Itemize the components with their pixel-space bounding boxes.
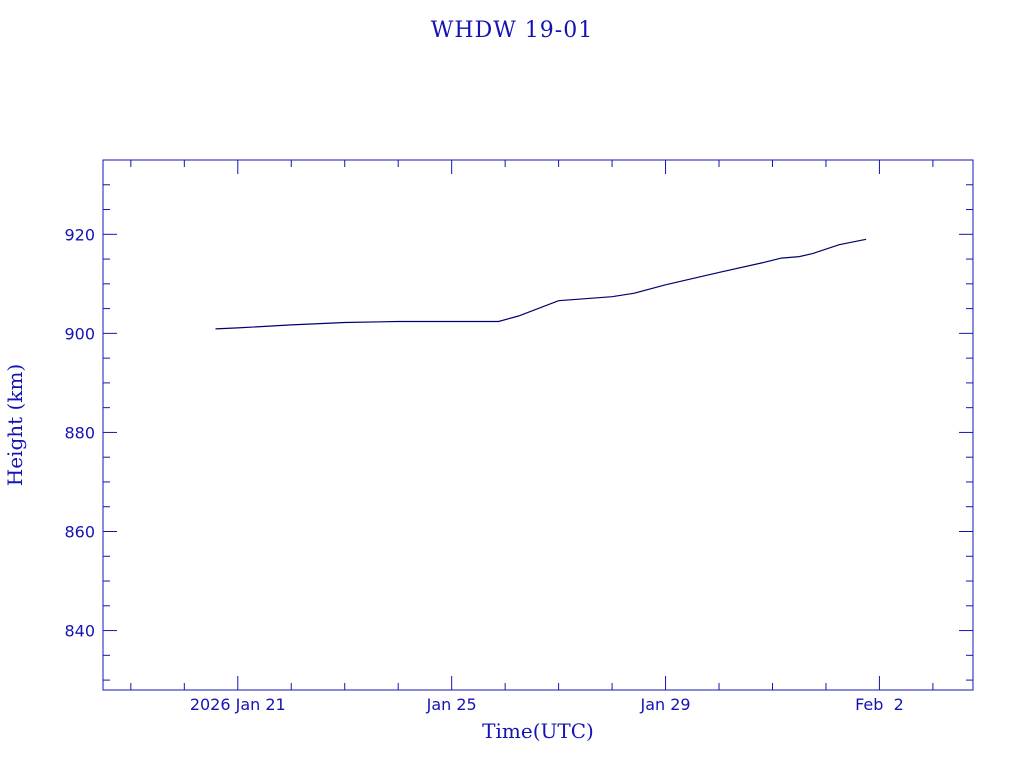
y-tick-label: 880 bbox=[64, 423, 95, 442]
x-axis-label: Time(UTC) bbox=[482, 719, 594, 743]
y-tick-label: 840 bbox=[64, 622, 95, 641]
y-tick-label: 860 bbox=[64, 522, 95, 541]
y-tick-label: 900 bbox=[64, 324, 95, 343]
x-axis-ticks bbox=[130, 160, 934, 690]
x-tick-label: 2026 Jan 21 bbox=[190, 695, 286, 714]
y-axis-ticks bbox=[103, 159, 973, 681]
x-tick-label: Feb 2 bbox=[855, 695, 904, 714]
plot-frame bbox=[102, 159, 974, 691]
series-line bbox=[215, 238, 867, 330]
x-tick-label: Jan 29 bbox=[639, 695, 690, 714]
x-axis-tick-labels: 2026 Jan 21 Jan 25 Jan 29 Feb 2 bbox=[190, 695, 904, 714]
y-axis-tick-labels: 840 860 880 900 920 bbox=[64, 225, 95, 640]
x-tick-label: Jan 25 bbox=[426, 695, 477, 714]
y-axis-label: Height (km) bbox=[3, 364, 27, 486]
chart-title: WHDW 19-01 bbox=[431, 18, 593, 43]
y-tick-label: 920 bbox=[64, 225, 95, 244]
